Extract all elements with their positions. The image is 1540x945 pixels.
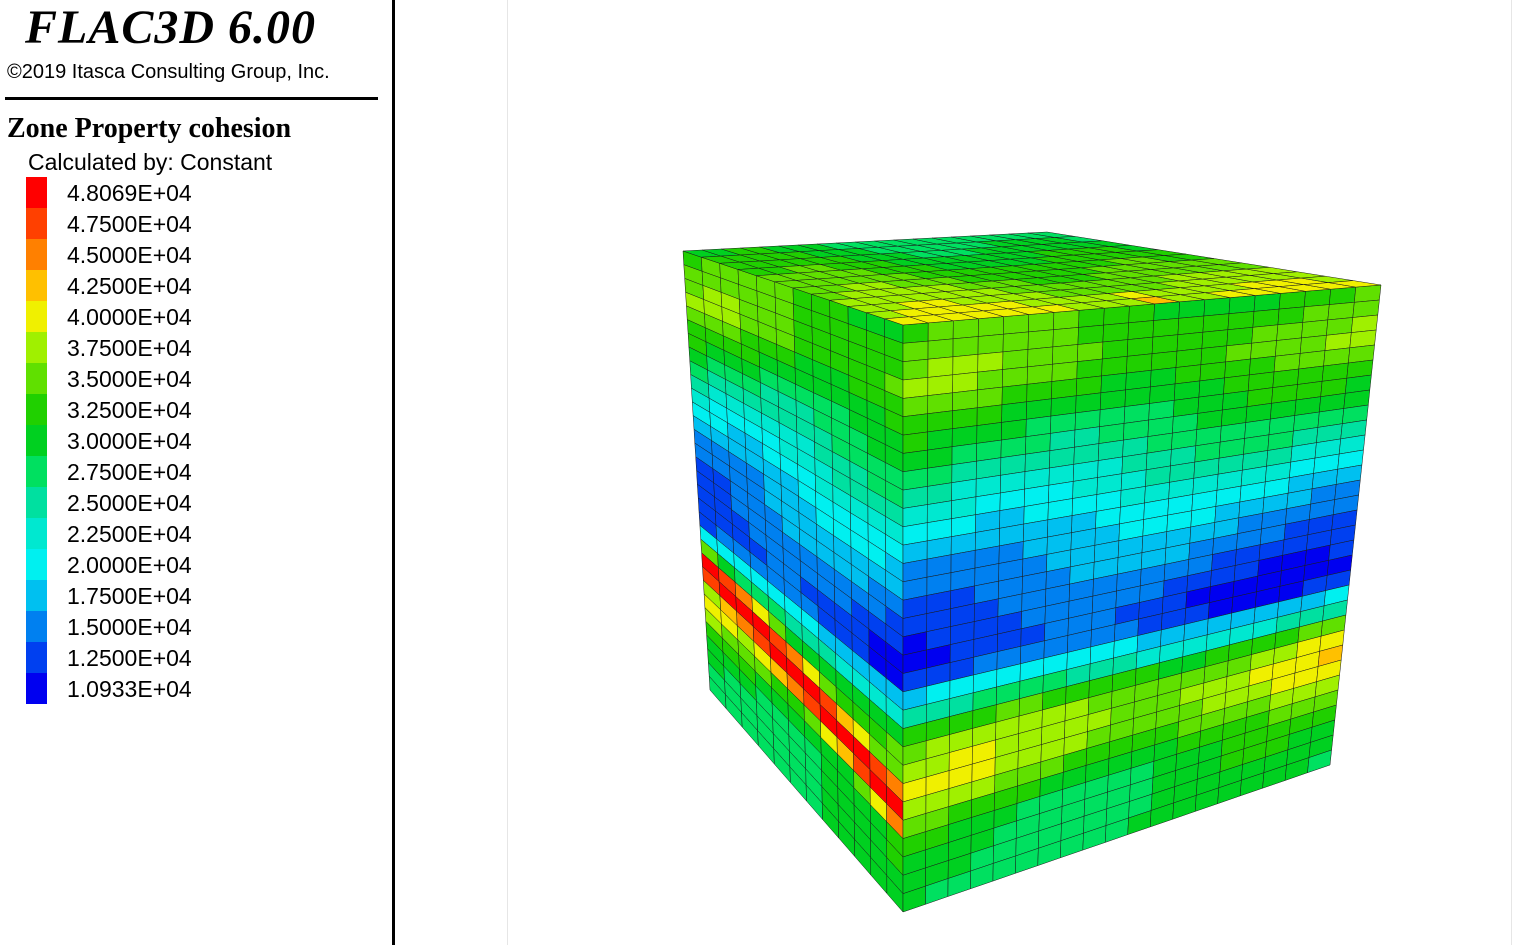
color-scale-bar	[26, 177, 47, 704]
color-swatch	[26, 611, 47, 642]
title-divider	[5, 97, 378, 100]
color-swatch	[26, 549, 47, 580]
color-swatch	[26, 332, 47, 363]
cube-side-face	[682, 250, 904, 913]
app-title: FLAC3D 6.00	[25, 1, 317, 54]
scale-label: 4.8069E+04	[67, 180, 192, 206]
color-swatch	[26, 487, 47, 518]
scale-label: 1.5000E+04	[67, 614, 192, 640]
color-swatch	[26, 456, 47, 487]
scale-label: 4.2500E+04	[67, 273, 192, 299]
scale-label: 3.5000E+04	[67, 366, 192, 392]
legend-panel: FLAC3D 6.00 ©2019 Itasca Consulting Grou…	[0, 0, 395, 945]
legend-subtitle: Calculated by: Constant	[28, 149, 273, 175]
copyright-text: ©2019 Itasca Consulting Group, Inc.	[7, 61, 330, 83]
cube-front-face	[902, 284, 1382, 913]
color-swatch	[26, 673, 47, 704]
view-guide-right	[1511, 0, 1512, 945]
color-swatch	[26, 363, 47, 394]
scale-label: 4.7500E+04	[67, 211, 192, 237]
color-swatch	[26, 208, 47, 239]
scale-label: 3.2500E+04	[67, 397, 192, 423]
color-swatch	[26, 394, 47, 425]
color-swatch	[26, 177, 47, 208]
view-guide-left	[507, 0, 508, 945]
cube-top-face	[682, 231, 1382, 326]
color-swatch	[26, 239, 47, 270]
scale-label: 2.0000E+04	[67, 552, 192, 578]
color-swatch	[26, 642, 47, 673]
scale-label: 3.0000E+04	[67, 428, 192, 454]
color-swatch	[26, 425, 47, 456]
scale-label: 1.0933E+04	[67, 676, 192, 702]
scale-label: 4.0000E+04	[67, 304, 192, 330]
color-scale-labels: 4.8069E+04 4.7500E+04 4.5000E+04 4.2500E+04…	[67, 178, 367, 705]
color-swatch	[26, 301, 47, 332]
scale-label: 2.7500E+04	[67, 459, 192, 485]
scale-label: 1.2500E+04	[67, 645, 192, 671]
color-swatch	[26, 518, 47, 549]
legend-title: Zone Property cohesion	[7, 113, 292, 144]
color-swatch	[26, 270, 47, 301]
scale-label: 2.2500E+04	[67, 521, 192, 547]
scale-label: 3.7500E+04	[67, 335, 192, 361]
scale-label: 4.5000E+04	[67, 242, 192, 268]
scale-label: 2.5000E+04	[67, 490, 192, 516]
scale-label: 1.7500E+04	[67, 583, 192, 609]
color-swatch	[26, 580, 47, 611]
